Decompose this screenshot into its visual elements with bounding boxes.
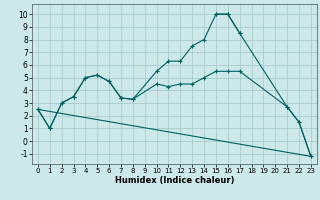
X-axis label: Humidex (Indice chaleur): Humidex (Indice chaleur) <box>115 176 234 185</box>
